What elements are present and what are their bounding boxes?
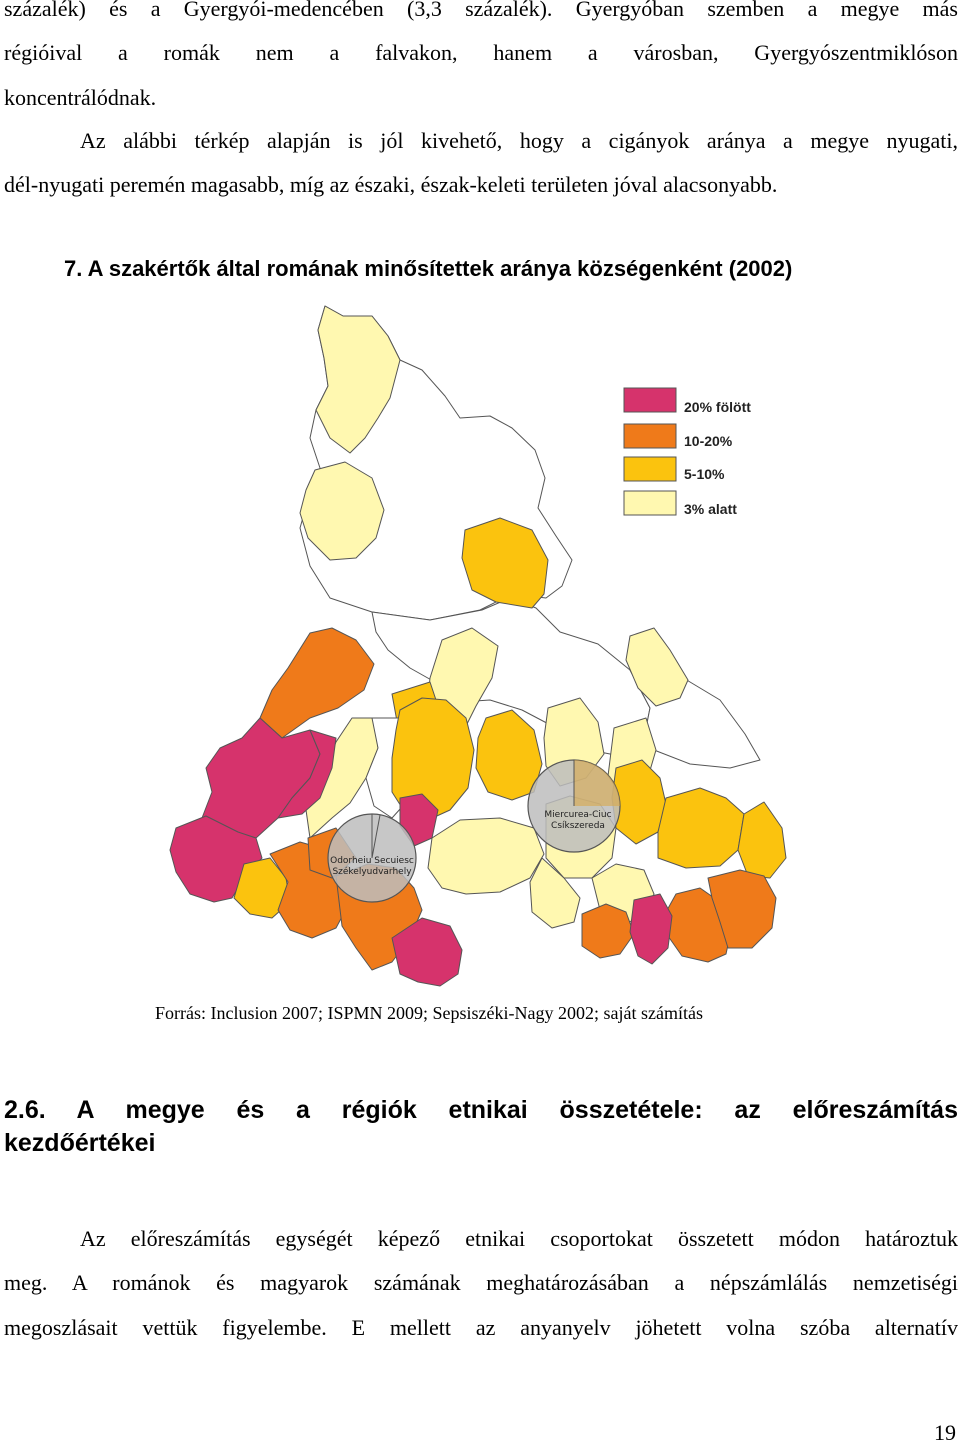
legend-swatch	[623, 456, 677, 482]
map-region	[707, 869, 777, 949]
choropleth-map: Odorheiu Secuiesc Székelyudvarhely Mierc…	[169, 305, 787, 987]
figure-source: Forrás: Inclusion 2007; ISPMN 2009; Seps…	[155, 1003, 703, 1023]
legend-label: 10-20%	[684, 433, 733, 449]
city-label-odorheiu-1: Odorheiu Secuiesc	[330, 856, 414, 866]
map-region	[391, 917, 463, 987]
map-region	[529, 857, 581, 929]
city-label-miercurea-1: Miercurea-Ciuc	[544, 810, 611, 820]
page-number: 19	[934, 1420, 956, 1445]
map-region	[625, 627, 689, 707]
legend-swatch	[623, 490, 677, 516]
section-heading-line-2: kezdőértékei	[4, 1129, 156, 1157]
map-region	[427, 817, 545, 895]
figure-title: 7. A szakértők által romának minősítette…	[64, 256, 793, 281]
body-text-line-7: meg. A románok és magyarok számának megh…	[4, 1270, 958, 1295]
map-region	[461, 517, 549, 609]
map-region	[201, 717, 321, 839]
city-circle-miercurea: Miercurea-Ciuc Csíkszereda	[527, 759, 621, 853]
body-text-line-6: Az előreszámítás egységét képező etnikai…	[80, 1226, 958, 1251]
map-region	[391, 697, 475, 821]
map-region	[581, 903, 635, 959]
city-circle-odorheiu: Odorheiu Secuiesc Székelyudvarhely	[327, 813, 417, 903]
map-region	[629, 893, 673, 965]
body-text-line-1: százalék) és a Gyergyói-medencében (3,3 …	[4, 0, 958, 21]
map-region	[737, 801, 787, 879]
map-region	[277, 729, 337, 819]
body-text-line-2: régióival a romák nem a falvakon, hanem …	[4, 40, 958, 65]
legend-label: 20% fölött	[684, 399, 751, 415]
section-heading-line-1: 2.6. A megye és a régiók etnikai összeté…	[4, 1096, 958, 1124]
body-text-line-5: dél-nyugati peremén magasabb, míg az ész…	[4, 172, 778, 197]
body-text-line-4: Az alábbi térkép alapján is jól kivehető…	[80, 128, 958, 153]
map-region	[315, 305, 401, 454]
legend-label: 3% alatt	[684, 501, 737, 517]
legend-label: 5-10%	[684, 466, 725, 482]
map-legend: 20% fölött 10-20% 5-10% 3% alatt	[623, 387, 751, 517]
legend-swatch	[623, 387, 677, 413]
body-text-line-3: koncentrálódnak.	[4, 85, 157, 110]
map-region	[299, 461, 385, 561]
legend-swatch	[623, 423, 677, 449]
city-label-miercurea-2: Csíkszereda	[551, 821, 605, 831]
map-region	[259, 627, 375, 739]
body-text-line-8: megoszlásait vettük figyelembe. E mellet…	[4, 1315, 958, 1340]
city-label-odorheiu-2: Székelyudvarhely	[332, 866, 412, 877]
map-region	[475, 709, 543, 801]
map-region	[657, 787, 745, 869]
